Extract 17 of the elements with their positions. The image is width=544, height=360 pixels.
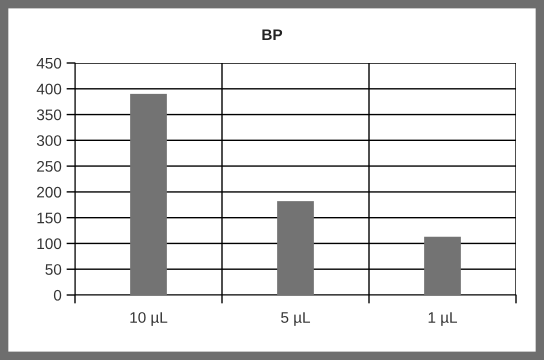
chart-title: BP xyxy=(262,29,282,40)
y-tick-label: 100 xyxy=(37,238,62,250)
y-tick-label: 450 xyxy=(36,58,62,69)
y-tick-label: 150 xyxy=(37,212,62,224)
x-tick-label: 10 µL xyxy=(130,312,168,326)
bar xyxy=(130,94,167,295)
y-tick-label: 300 xyxy=(36,135,62,146)
y-tick-label: 0 xyxy=(54,290,62,301)
bar xyxy=(424,236,461,295)
x-tick-label: 5 µL xyxy=(281,312,310,326)
y-tick-label: 50 xyxy=(45,264,62,275)
x-tick-label: 1 µL xyxy=(428,312,458,326)
y-tick-label: 200 xyxy=(37,186,62,198)
y-tick-label: 400 xyxy=(36,84,62,94)
y-tick-label: 350 xyxy=(36,109,62,120)
bar xyxy=(277,201,314,295)
y-tick-label: 250 xyxy=(37,160,62,172)
